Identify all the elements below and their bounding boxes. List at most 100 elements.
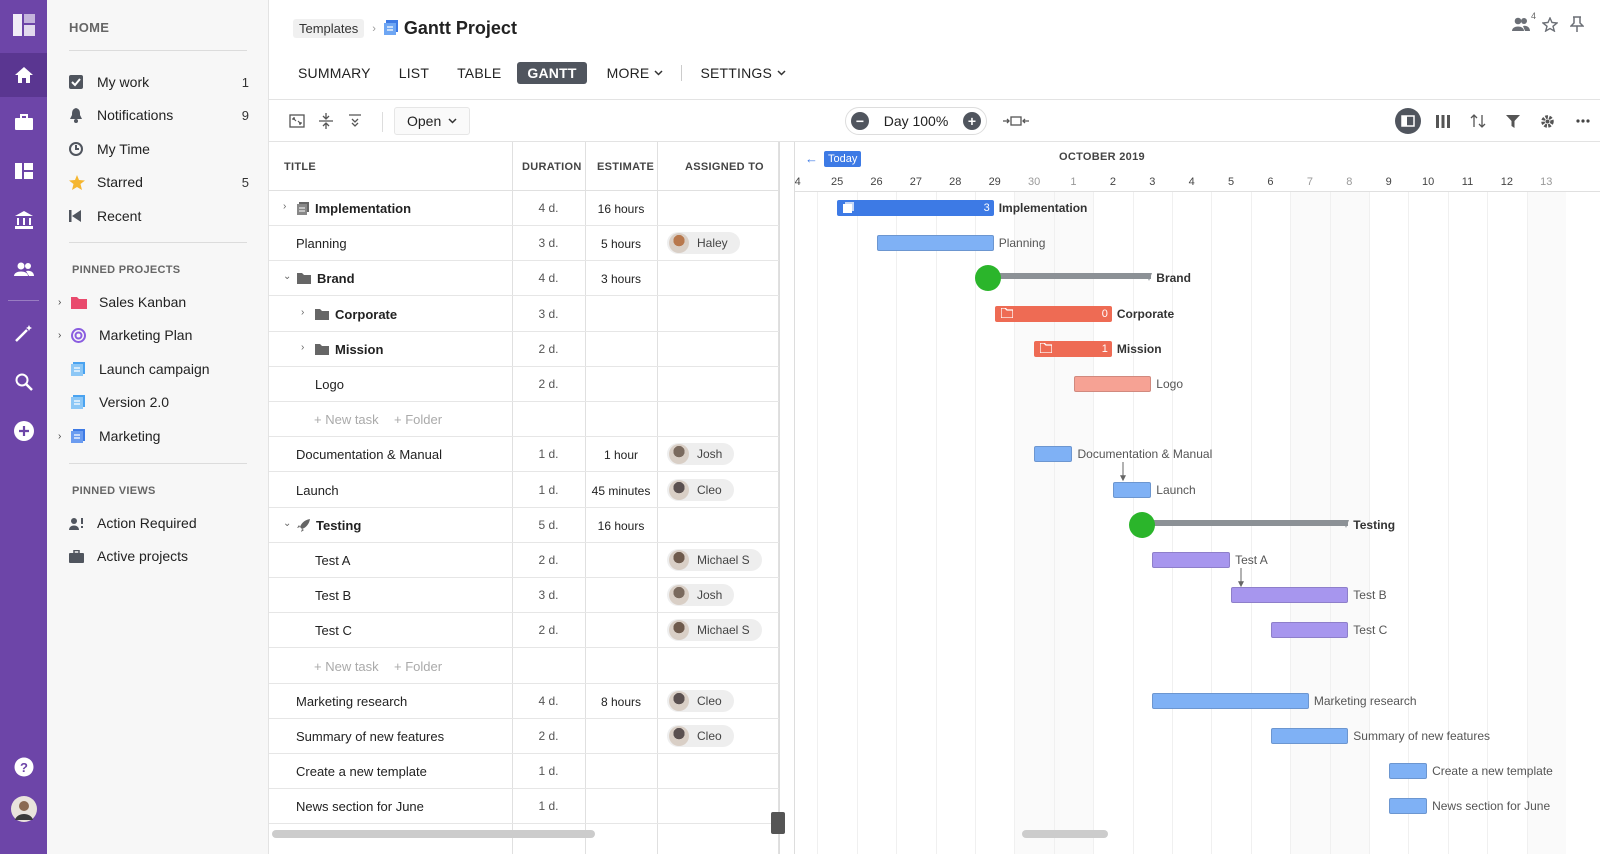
chevron-right-icon[interactable]: › — [301, 306, 305, 318]
task-duration[interactable]: 3 d. — [538, 306, 559, 321]
task-title[interactable]: Implementation — [297, 201, 411, 216]
task-duration[interactable]: 4 d. — [538, 693, 559, 708]
task-duration[interactable]: 1 d. — [538, 799, 559, 814]
today-button[interactable]: Today — [824, 151, 862, 167]
summary-bar[interactable] — [1151, 519, 1350, 528]
task-bar[interactable] — [1270, 622, 1349, 639]
task-estimate[interactable]: 1 hour — [603, 448, 639, 463]
table-row[interactable]: Logo 2 d. — [269, 367, 779, 402]
task-title[interactable]: News section for June — [296, 799, 424, 814]
task-bar[interactable] — [1388, 798, 1428, 815]
task-duration[interactable]: 2 d. — [538, 623, 559, 638]
star-outline-icon[interactable] — [1541, 15, 1559, 35]
users-icon[interactable] — [0, 249, 47, 289]
chevron-right-icon[interactable]: › — [301, 341, 305, 353]
task-bar[interactable] — [876, 235, 994, 252]
task-estimate[interactable]: 3 hours — [600, 272, 642, 287]
new-task-row[interactable]: + New task + Folder — [269, 649, 779, 684]
open-filter-dropdown[interactable]: Open — [394, 107, 471, 135]
task-bar[interactable] — [1388, 763, 1428, 780]
assignee-chip[interactable]: Haley — [667, 232, 740, 255]
sidebar-item-starred[interactable]: Starred 5 — [69, 171, 249, 193]
task-title[interactable]: Logo — [315, 377, 344, 392]
task-title[interactable]: Test B — [315, 588, 351, 603]
user-avatar[interactable] — [0, 789, 47, 829]
magic-wand-icon[interactable] — [0, 313, 47, 353]
assignee-chip[interactable]: Josh — [667, 443, 735, 466]
briefcase-icon[interactable] — [0, 102, 47, 142]
add-icon[interactable] — [0, 411, 47, 451]
assignee-chip[interactable]: Josh — [667, 584, 735, 607]
pinned-project-version-2[interactable]: Version 2.0 — [71, 391, 251, 413]
table-row[interactable]: Create a new template 1 d. — [269, 754, 779, 790]
new-task-link[interactable]: + New task — [314, 658, 379, 674]
splitter-handle[interactable] — [771, 812, 785, 834]
task-title[interactable]: Create a new template — [296, 764, 427, 779]
task-estimate[interactable]: 8 hours — [600, 694, 642, 709]
fit-to-screen-icon[interactable] — [1003, 112, 1029, 130]
search-icon[interactable] — [0, 362, 47, 402]
breadcrumb-templates[interactable]: Templates — [293, 19, 365, 38]
app-logo-icon[interactable] — [0, 5, 47, 45]
new-folder-link[interactable]: + Folder — [394, 658, 443, 674]
pin-icon[interactable] — [1569, 16, 1585, 35]
column-header-estimate[interactable]: ESTIMATE — [597, 161, 655, 173]
task-bar[interactable]: 0 — [994, 305, 1112, 322]
pinned-project-marketing[interactable]: Marketing — [71, 425, 251, 447]
task-title[interactable]: Testing — [297, 518, 361, 533]
tab-table[interactable]: TABLE — [457, 65, 502, 81]
task-title[interactable]: Planning — [296, 236, 347, 251]
task-bar[interactable] — [1034, 446, 1073, 463]
task-title[interactable]: Documentation & Manual — [296, 447, 442, 462]
tab-summary[interactable]: SUMMARY — [298, 65, 371, 81]
sidebar-item-my-work[interactable]: My work 1 — [69, 71, 249, 93]
table-row[interactable]: Test B 3 d. Josh — [269, 578, 779, 614]
task-title[interactable]: Summary of new features — [296, 729, 444, 744]
task-duration[interactable]: 2 d. — [538, 341, 559, 356]
zoom-out-button[interactable]: − — [851, 112, 869, 130]
expand-arrow-icon[interactable]: › — [58, 330, 62, 341]
task-duration[interactable]: 4 d. — [538, 271, 559, 286]
chevron-down-icon[interactable]: ⌄ — [283, 517, 292, 529]
home-icon[interactable] — [0, 53, 47, 97]
task-title[interactable]: Test A — [315, 553, 350, 568]
new-task-row[interactable]: + New task + Folder — [269, 402, 779, 438]
new-folder-link[interactable]: + Folder — [394, 412, 443, 428]
sidebar-item-notifications[interactable]: Notifications 9 — [69, 104, 249, 126]
summary-bar[interactable] — [993, 273, 1152, 282]
task-title[interactable]: Corporate — [315, 307, 397, 322]
task-estimate[interactable]: 16 hours — [597, 202, 645, 216]
task-bar[interactable]: 1 — [1034, 340, 1112, 357]
pinned-view-active-projects[interactable]: Active projects — [69, 545, 249, 567]
table-row[interactable]: › Implementation 4 d. 16 hours — [269, 191, 779, 226]
milestone-marker[interactable] — [1128, 511, 1155, 538]
table-row[interactable]: ⌄ Brand 4 d. 3 hours — [269, 261, 779, 297]
more-options-icon[interactable] — [1565, 107, 1600, 135]
sidebar-home-heading[interactable]: HOME — [69, 20, 110, 35]
task-title[interactable]: Launch — [296, 483, 339, 498]
chevron-right-icon[interactable]: › — [283, 201, 287, 212]
task-duration[interactable]: 1 d. — [538, 482, 559, 497]
filter-icon[interactable] — [1495, 107, 1530, 135]
task-title[interactable]: Mission — [315, 342, 383, 357]
column-header-title[interactable]: TITLE — [284, 161, 317, 173]
collapse-all-icon[interactable] — [317, 112, 335, 130]
column-header-duration[interactable]: DURATION — [522, 161, 582, 173]
milestone-marker[interactable] — [975, 265, 1001, 292]
table-row[interactable]: ⌄ Testing 5 d. 16 hours — [269, 508, 779, 543]
new-task-link[interactable]: + New task — [314, 412, 379, 428]
bank-icon[interactable] — [0, 200, 47, 240]
task-duration[interactable]: 2 d. — [538, 377, 559, 391]
table-row[interactable]: Test A 2 d. Michael S — [269, 543, 779, 578]
expand-arrow-icon[interactable]: › — [58, 297, 62, 308]
table-row[interactable]: News section for June 1 d. — [269, 789, 779, 825]
tab-settings[interactable]: SETTINGS — [700, 65, 786, 81]
tab-list[interactable]: LIST — [398, 65, 430, 81]
table-row[interactable]: › Corporate 3 d. — [269, 297, 779, 332]
horizontal-scrollbar[interactable] — [1022, 830, 1108, 838]
task-duration[interactable]: 2 d. — [538, 553, 559, 567]
task-title[interactable]: Test C — [315, 623, 352, 638]
task-bar[interactable] — [1112, 481, 1152, 498]
zoom-in-button[interactable]: + — [963, 112, 981, 130]
task-estimate[interactable]: 5 hours — [600, 237, 642, 252]
